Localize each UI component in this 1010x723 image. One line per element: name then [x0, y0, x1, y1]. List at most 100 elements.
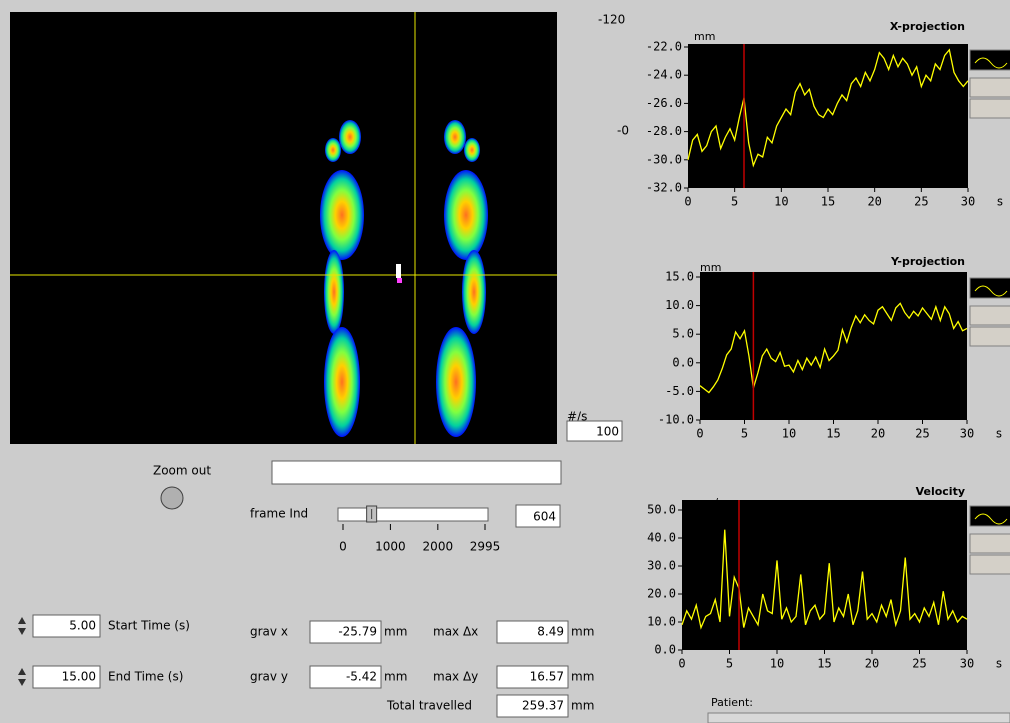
y-unit: mm — [700, 261, 721, 274]
slider-tick-label: 0 — [339, 540, 347, 554]
cop-marker — [396, 264, 401, 278]
stat-label: Total travelled — [386, 699, 472, 713]
stat-unit: mm — [571, 699, 594, 713]
stat-unit: mm — [384, 670, 407, 684]
chart-title: Velocity — [916, 485, 965, 498]
x-tick-label: 10 — [770, 657, 784, 671]
x-tick-label: 5 — [726, 657, 733, 671]
y-tick-label: 0.0 — [654, 643, 676, 657]
plot-legend-button[interactable] — [970, 506, 1010, 526]
zoom-button[interactable] — [161, 487, 183, 509]
slider-track[interactable] — [338, 508, 488, 521]
cop-marker — [397, 278, 402, 283]
x-unit: s — [995, 427, 1002, 441]
y-tick-label: 20.0 — [647, 587, 676, 601]
slider-tick-label: 2000 — [423, 540, 454, 554]
footprint — [320, 170, 364, 260]
plot-legend-button[interactable] — [970, 278, 1010, 298]
chart-title: X-projection — [890, 20, 965, 33]
stat-label: grav y — [250, 670, 288, 684]
y-tick-label: 10.0 — [665, 298, 694, 312]
y-tick-label: 5.0 — [672, 327, 694, 341]
x-tick-label: 10 — [782, 427, 796, 441]
slider-tick-label: 1000 — [375, 540, 406, 554]
stat-label: max Δy — [433, 670, 478, 684]
y-tick-label: 30.0 — [647, 559, 676, 573]
y-tick-label: -28.0 — [646, 124, 682, 138]
stat-unit: mm — [384, 625, 407, 639]
time-value: 5.00 — [69, 619, 96, 633]
stat-value: 8.49 — [537, 625, 564, 639]
app-window: -120-0#/s100Zoom outframe Ind01000200029… — [0, 0, 1010, 723]
time-value: 15.00 — [62, 670, 96, 684]
stat-value: 16.57 — [530, 670, 564, 684]
x-tick-label: 5 — [731, 195, 738, 209]
frame-value: 604 — [533, 510, 556, 524]
y-tick-label: 15.0 — [665, 270, 694, 284]
y-tick-label: 40.0 — [647, 531, 676, 545]
x-tick-label: 0 — [678, 657, 685, 671]
footprint — [324, 250, 344, 334]
x-tick-label: 30 — [960, 657, 974, 671]
patient-label: Patient: — [711, 696, 753, 709]
chart-title: Y-projection — [890, 255, 965, 268]
x-tick-label: 20 — [867, 195, 881, 209]
palette-button[interactable] — [970, 306, 1010, 325]
x-tick-label: 5 — [741, 427, 748, 441]
y-tick-label: -10.0 — [658, 413, 694, 427]
x-tick-label: 0 — [696, 427, 703, 441]
footprint — [444, 120, 466, 154]
y-tick-label: 10.0 — [647, 615, 676, 629]
y-tick-label: -24.0 — [646, 68, 682, 82]
y-tick-label: -5.0 — [665, 384, 694, 398]
stat-label: grav x — [250, 625, 288, 639]
palette-button[interactable] — [970, 327, 1010, 346]
palette-button[interactable] — [970, 99, 1010, 118]
stat-unit: mm — [571, 625, 594, 639]
plot-area — [688, 44, 968, 188]
y-tick-label: 0.0 — [672, 355, 694, 369]
slider-tick-label: 2995 — [470, 540, 501, 554]
palette-button[interactable] — [970, 555, 1010, 574]
y-unit: mm/s — [693, 496, 724, 509]
y-tick-label: -30.0 — [646, 152, 682, 166]
patient-field[interactable] — [708, 713, 1010, 723]
x-tick-label: 25 — [912, 657, 926, 671]
palette-button[interactable] — [970, 78, 1010, 97]
x-tick-label: 20 — [871, 427, 885, 441]
palette-button[interactable] — [970, 534, 1010, 553]
y-tick-label: -22.0 — [646, 40, 682, 54]
footprint — [339, 120, 361, 154]
footprint — [444, 170, 488, 260]
stat-value: -5.42 — [346, 670, 377, 684]
x-tick-label: 25 — [915, 427, 929, 441]
x-tick-label: 15 — [817, 657, 831, 671]
y-tick-label: 50.0 — [647, 503, 676, 517]
x-tick-label: 25 — [914, 195, 928, 209]
stat-value: 259.37 — [522, 699, 564, 713]
x-tick-label: 30 — [960, 427, 974, 441]
footprint — [324, 327, 360, 437]
x-tick-label: 15 — [826, 427, 840, 441]
y-unit: mm — [694, 30, 715, 43]
scale-label: -0 — [617, 124, 629, 138]
text-field[interactable] — [272, 461, 561, 484]
y-tick-label: -32.0 — [646, 181, 682, 195]
x-tick-label: 10 — [774, 195, 788, 209]
x-tick-label: 30 — [961, 195, 975, 209]
footprint — [462, 250, 486, 334]
x-tick-label: 0 — [684, 195, 691, 209]
footprint — [325, 138, 341, 162]
stat-unit: mm — [571, 670, 594, 684]
rate-value: 100 — [596, 425, 619, 439]
footprint — [464, 138, 480, 162]
time-label: Start Time (s) — [108, 619, 190, 633]
zoom-label: Zoom out — [153, 464, 211, 478]
plot-area — [682, 500, 967, 650]
plot-legend-button[interactable] — [970, 50, 1010, 70]
footprint — [436, 327, 476, 437]
stat-label: max Δx — [433, 625, 478, 639]
x-tick-label: 15 — [821, 195, 835, 209]
scale-label: -120 — [598, 13, 625, 27]
y-tick-label: -26.0 — [646, 96, 682, 110]
